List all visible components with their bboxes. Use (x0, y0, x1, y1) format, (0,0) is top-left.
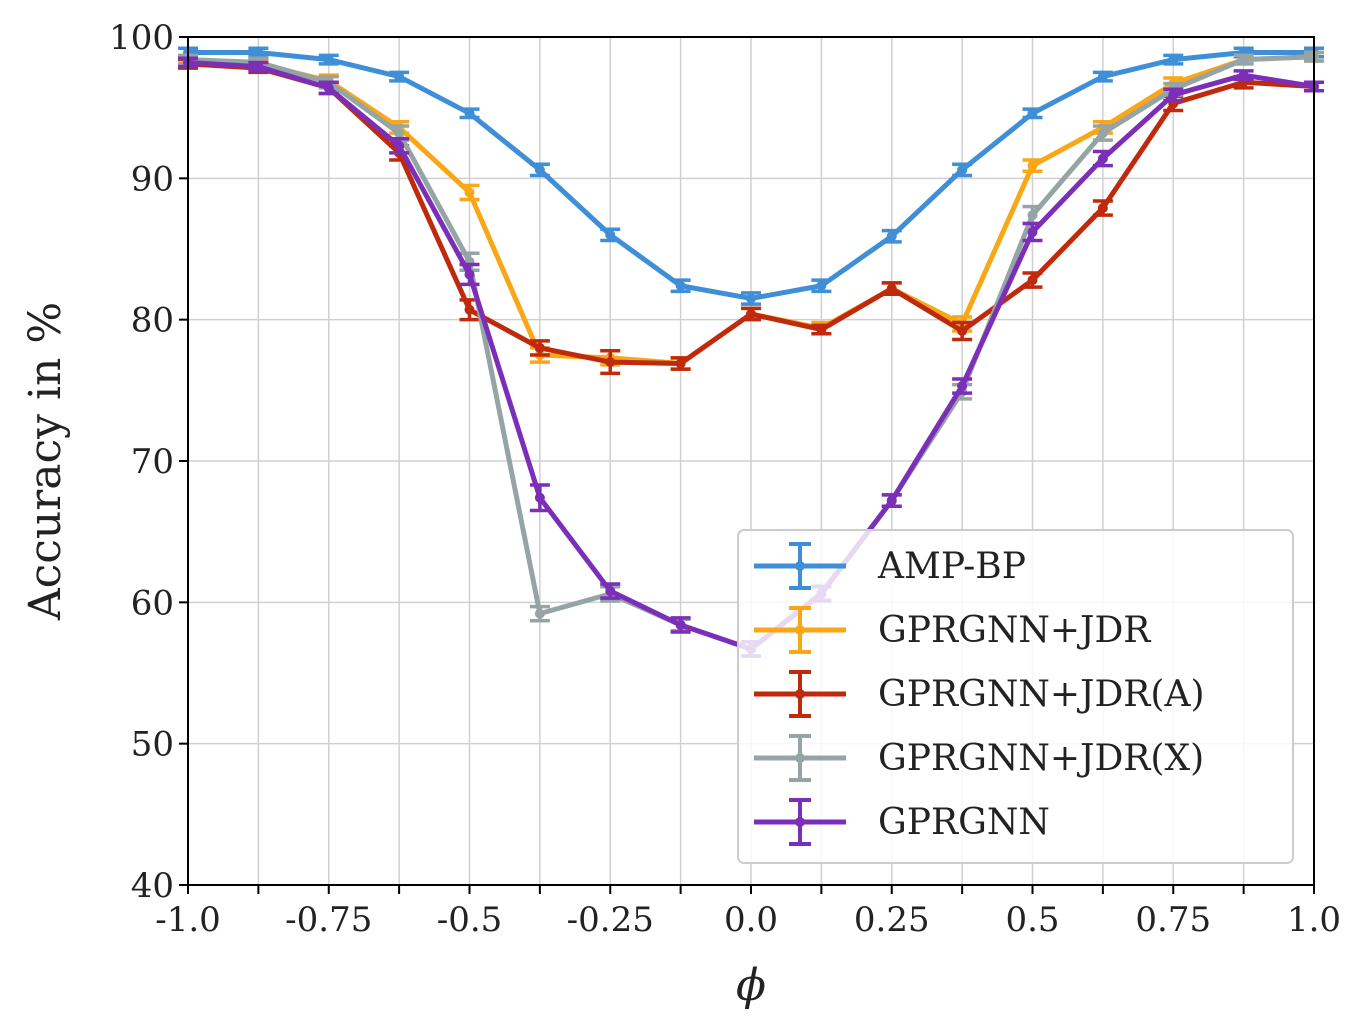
data-point (675, 280, 686, 291)
data-point (1238, 54, 1249, 65)
y-axis-ticks: 40 50 60 70 80 90 100 (109, 18, 188, 906)
data-point (394, 128, 405, 139)
data-point (675, 358, 686, 369)
data-point (957, 325, 968, 336)
data-point (464, 108, 475, 119)
legend-label: AMP-BP (877, 546, 1026, 587)
legend-label: GPRGNN+JDR (878, 610, 1151, 651)
legend-marker (795, 561, 805, 571)
y-tick-label: 90 (131, 159, 174, 199)
data-point (1027, 227, 1038, 238)
y-tick-label: 70 (131, 442, 174, 482)
data-point (534, 164, 545, 175)
x-axis-ticks: -1.0 -0.75 -0.5 -0.25 0.0 0.25 0.5 0.75 1.0 (155, 885, 1341, 940)
data-point (886, 231, 897, 242)
data-point (1168, 89, 1179, 100)
data-point (534, 342, 545, 353)
data-point (464, 269, 475, 280)
data-point (1097, 128, 1108, 139)
data-point (746, 293, 756, 304)
data-point (1027, 160, 1038, 171)
legend-marker (795, 625, 805, 635)
data-point (1027, 275, 1038, 286)
x-tick-label: -1.0 (155, 900, 221, 940)
data-point (886, 283, 897, 294)
y-tick-label: 100 (109, 18, 174, 58)
x-tick-label: -0.5 (437, 900, 503, 940)
legend-label: GPRGNN+JDR(A) (878, 674, 1205, 715)
data-point (886, 495, 897, 506)
data-point (1168, 54, 1179, 65)
series-amp-bp (178, 46, 1324, 306)
x-tick-label: -0.75 (285, 900, 372, 940)
legend: AMP-BP GPRGNN+JDR GPRGNN+JDR(A) GPRGNN+JDR(… (737, 529, 1294, 864)
legend-marker (795, 753, 805, 763)
data-point (464, 187, 475, 198)
legend-label: GPRGNN (878, 802, 1050, 843)
x-tick-label: -0.25 (567, 900, 654, 940)
data-point (323, 54, 334, 65)
legend-box (737, 529, 1294, 864)
x-tick-label: 0.75 (1135, 900, 1211, 940)
data-point (605, 586, 616, 597)
data-point (816, 280, 827, 291)
y-tick-label: 60 (131, 583, 174, 623)
data-point (605, 357, 616, 368)
data-point (253, 47, 264, 58)
x-tick-label: 0.5 (1005, 900, 1059, 940)
legend-label: GPRGNN+JDR(X) (878, 738, 1204, 779)
data-point (1097, 203, 1108, 214)
data-point (1027, 210, 1038, 221)
x-tick-label: 0.25 (854, 900, 930, 940)
y-tick-label: 80 (131, 301, 174, 341)
y-tick-label: 50 (131, 725, 174, 765)
data-point (816, 324, 827, 335)
data-point (1097, 153, 1108, 164)
data-point (957, 381, 968, 392)
x-axis-label: ϕ (736, 960, 766, 1011)
legend-marker (795, 689, 805, 699)
data-point (534, 492, 545, 503)
data-point (1027, 108, 1038, 119)
data-point (394, 71, 405, 82)
x-tick-label: 0.0 (724, 900, 778, 940)
legend-marker (795, 817, 805, 827)
data-point (605, 229, 616, 240)
data-point (394, 140, 405, 151)
y-axis-label: Accuracy in % (20, 302, 71, 621)
data-point (1238, 70, 1249, 81)
data-point (534, 608, 545, 619)
data-point (1097, 71, 1108, 82)
data-point (464, 304, 475, 315)
data-point (746, 309, 756, 320)
data-point (253, 61, 264, 72)
x-tick-label: 1.0 (1287, 900, 1341, 940)
y-tick-label: 40 (131, 866, 174, 906)
data-point (323, 82, 334, 93)
data-point (675, 619, 686, 630)
data-point (957, 164, 968, 175)
